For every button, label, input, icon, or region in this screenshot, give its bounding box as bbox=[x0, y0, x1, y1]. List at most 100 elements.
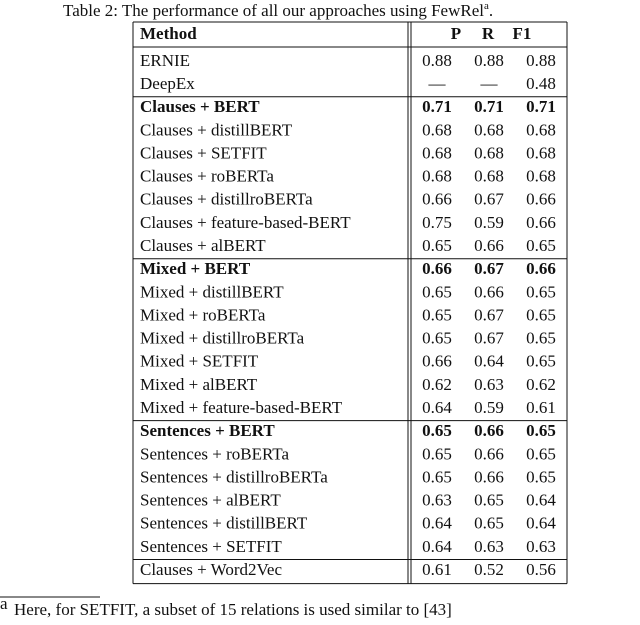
method-cell: Mixed + distillBERT bbox=[140, 282, 284, 301]
value-cell: 0.64 bbox=[422, 398, 452, 417]
value-cell: 0.65 bbox=[422, 329, 452, 348]
value-cell: 0.71 bbox=[526, 97, 556, 116]
value-cell: 0.65 bbox=[526, 236, 556, 255]
value-cell: 0.68 bbox=[526, 167, 556, 186]
method-cell: Clauses + Word2Vec bbox=[140, 560, 282, 579]
value-cell: 0.65 bbox=[422, 236, 452, 255]
value-cell: 0.59 bbox=[474, 213, 504, 232]
method-cell: Clauses + BERT bbox=[140, 97, 260, 116]
value-cell: 0.65 bbox=[526, 352, 556, 371]
value-cell: 0.65 bbox=[526, 467, 556, 486]
value-cell: 0.61 bbox=[422, 560, 452, 579]
value-cell: 0.66 bbox=[474, 282, 504, 301]
value-cell: 0.65 bbox=[474, 491, 504, 510]
header-cell: F1 bbox=[513, 24, 532, 43]
value-cell: 0.48 bbox=[526, 74, 556, 93]
header-cell: Method bbox=[140, 24, 197, 43]
method-cell: DeepEx bbox=[140, 74, 195, 93]
value-cell: 0.66 bbox=[474, 421, 504, 440]
value-cell: 0.68 bbox=[526, 120, 556, 139]
caption: Table 2: The performance of all our appr… bbox=[63, 0, 493, 20]
value-cell: 0.65 bbox=[526, 282, 556, 301]
value-cell: 0.68 bbox=[474, 120, 504, 139]
header-cell: R bbox=[482, 24, 495, 43]
value-cell: 0.66 bbox=[526, 213, 556, 232]
value-cell: 0.65 bbox=[526, 329, 556, 348]
value-cell: 0.63 bbox=[422, 491, 452, 510]
value-cell: 0.68 bbox=[474, 143, 504, 162]
value-cell: 0.56 bbox=[526, 560, 556, 579]
method-cell: Mixed + alBERT bbox=[140, 375, 258, 394]
value-cell: 0.64 bbox=[422, 514, 452, 533]
value-cell: 0.68 bbox=[422, 167, 452, 186]
value-cell: 0.59 bbox=[474, 398, 504, 417]
value-cell: 0.66 bbox=[526, 259, 556, 278]
value-cell: 0.62 bbox=[526, 375, 556, 394]
footnote: Here, for SETFIT, a subset of 15 relatio… bbox=[14, 600, 452, 619]
value-cell: 0.66 bbox=[422, 190, 452, 209]
value-cell: 0.75 bbox=[422, 213, 452, 232]
method-cell: Sentences + distillBERT bbox=[140, 514, 308, 533]
value-cell: 0.65 bbox=[474, 514, 504, 533]
footnote-mark: a bbox=[0, 594, 8, 613]
method-cell: Sentences + distillroBERTa bbox=[140, 467, 328, 486]
method-cell: Clauses + distillroBERTa bbox=[140, 190, 313, 209]
value-cell: 0.68 bbox=[526, 143, 556, 162]
value-cell: 0.65 bbox=[526, 305, 556, 324]
value-cell: 0.65 bbox=[526, 444, 556, 463]
method-cell: Sentences + SETFIT bbox=[140, 537, 282, 556]
value-cell: 0.65 bbox=[422, 444, 452, 463]
value-cell: 0.66 bbox=[474, 236, 504, 255]
value-cell: 0.66 bbox=[422, 352, 452, 371]
value-cell: — bbox=[428, 74, 447, 93]
value-cell: 0.88 bbox=[474, 51, 504, 70]
method-cell: Clauses + SETFIT bbox=[140, 143, 267, 162]
value-cell: 0.65 bbox=[422, 305, 452, 324]
method-cell: ERNIE bbox=[140, 51, 190, 70]
method-cell: Clauses + alBERT bbox=[140, 236, 266, 255]
value-cell: 0.65 bbox=[422, 467, 452, 486]
value-cell: 0.63 bbox=[526, 537, 556, 556]
value-cell: 0.88 bbox=[422, 51, 452, 70]
value-cell: 0.71 bbox=[422, 97, 452, 116]
value-cell: 0.64 bbox=[526, 514, 556, 533]
method-cell: Mixed + feature-based-BERT bbox=[140, 398, 343, 417]
value-cell: 0.65 bbox=[422, 421, 452, 440]
header-cell: P bbox=[451, 24, 461, 43]
value-cell: 0.66 bbox=[422, 259, 452, 278]
value-cell: 0.68 bbox=[474, 167, 504, 186]
value-cell: — bbox=[480, 74, 499, 93]
value-cell: 0.66 bbox=[474, 444, 504, 463]
value-cell: 0.66 bbox=[474, 467, 504, 486]
method-cell: Clauses + distillBERT bbox=[140, 120, 293, 139]
method-cell: Sentences + alBERT bbox=[140, 491, 281, 510]
value-cell: 0.88 bbox=[526, 51, 556, 70]
method-cell: Sentences + roBERTa bbox=[140, 444, 289, 463]
value-cell: 0.65 bbox=[422, 282, 452, 301]
method-cell: Clauses + roBERTa bbox=[140, 167, 274, 186]
method-cell: Mixed + SETFIT bbox=[140, 352, 259, 371]
value-cell: 0.66 bbox=[526, 190, 556, 209]
method-cell: Mixed + BERT bbox=[140, 259, 251, 278]
method-cell: Mixed + distillroBERTa bbox=[140, 329, 305, 348]
value-cell: 0.68 bbox=[422, 120, 452, 139]
value-cell: 0.64 bbox=[526, 491, 556, 510]
method-cell: Sentences + BERT bbox=[140, 421, 275, 440]
value-cell: 0.67 bbox=[474, 329, 504, 348]
value-cell: 0.62 bbox=[422, 375, 452, 394]
value-cell: 0.63 bbox=[474, 537, 504, 556]
value-cell: 0.67 bbox=[474, 259, 504, 278]
value-cell: 0.64 bbox=[422, 537, 452, 556]
value-cell: 0.65 bbox=[526, 421, 556, 440]
value-cell: 0.68 bbox=[422, 143, 452, 162]
value-cell: 0.61 bbox=[526, 398, 556, 417]
value-cell: 0.71 bbox=[474, 97, 504, 116]
value-cell: 0.64 bbox=[474, 352, 504, 371]
value-cell: 0.67 bbox=[474, 305, 504, 324]
method-cell: Mixed + roBERTa bbox=[140, 305, 266, 324]
value-cell: 0.63 bbox=[474, 375, 504, 394]
method-cell: Clauses + feature-based-BERT bbox=[140, 213, 351, 232]
value-cell: 0.52 bbox=[474, 560, 504, 579]
value-cell: 0.67 bbox=[474, 190, 504, 209]
